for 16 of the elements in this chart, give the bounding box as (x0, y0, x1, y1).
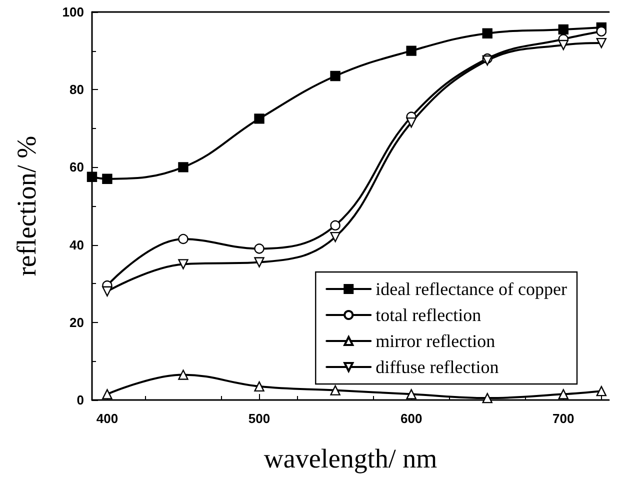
y-axis-title: reflection/ % (12, 136, 42, 276)
y-tick-label: 60 (70, 160, 84, 175)
x-axis-title: wavelength/ nm (264, 444, 438, 474)
y-tick-label: 20 (70, 314, 84, 330)
y-tick-label: 40 (70, 237, 84, 252)
x-tick-label: 700 (552, 411, 574, 426)
y-tick-label: 80 (70, 82, 84, 98)
y-tick-label: 0 (76, 392, 84, 408)
legend-label: diffuse reflection (376, 357, 499, 377)
x-tick-label: 600 (400, 411, 422, 426)
legend-label: total reflection (376, 305, 482, 325)
x-tick-label: 500 (248, 411, 270, 426)
legend-label: mirror reflection (376, 331, 496, 351)
legend-label: ideal reflectance of copper (376, 279, 568, 299)
y-tick-label: 100 (62, 4, 84, 20)
x-tick-label: 400 (96, 411, 118, 426)
